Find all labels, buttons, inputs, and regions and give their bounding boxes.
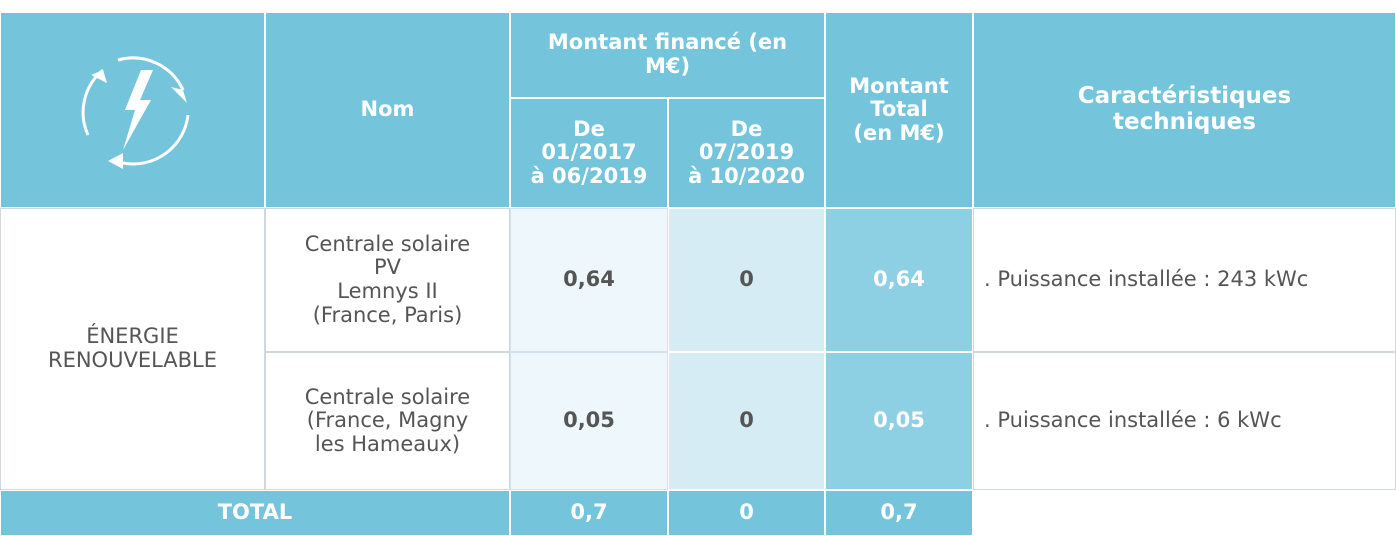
header-total: Montant Total (en M€) [825, 12, 973, 208]
amount: 0,64 [510, 208, 668, 352]
footer-value: 0,7 [825, 490, 973, 536]
energy-icon [81, 56, 189, 169]
total-amount: 0,05 [825, 352, 973, 490]
header-name: Nom [265, 12, 510, 208]
category: ÉNERGIE RENOUVELABLE [0, 208, 265, 490]
tech-spec: . Puissance installée : 6 kWc [973, 352, 1396, 490]
header-period: De 07/2019 à 10/2020 [668, 98, 825, 208]
footer-value: 0,7 [510, 490, 668, 536]
amount: 0 [668, 352, 825, 490]
amount: 0 [668, 208, 825, 352]
header-financed: Montant financé (en M€) [510, 12, 825, 98]
icon-cell [0, 12, 265, 208]
total-amount: 0,64 [825, 208, 973, 352]
project-name: Centrale solaire PV Lemnys II (France, P… [265, 208, 510, 352]
footer-label: TOTAL [0, 490, 510, 536]
amount: 0,05 [510, 352, 668, 490]
header-period: De 01/2017 à 06/2019 [510, 98, 668, 208]
footer-value: 0 [668, 490, 825, 536]
project-name: Centrale solaire (France, Magny les Hame… [265, 352, 510, 490]
header-tech: Caractéristiques techniques [973, 12, 1396, 208]
tech-spec: . Puissance installée : 243 kWc [973, 208, 1396, 352]
